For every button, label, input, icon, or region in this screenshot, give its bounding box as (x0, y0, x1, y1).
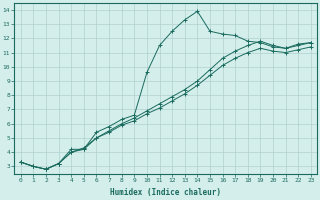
X-axis label: Humidex (Indice chaleur): Humidex (Indice chaleur) (110, 188, 221, 197)
